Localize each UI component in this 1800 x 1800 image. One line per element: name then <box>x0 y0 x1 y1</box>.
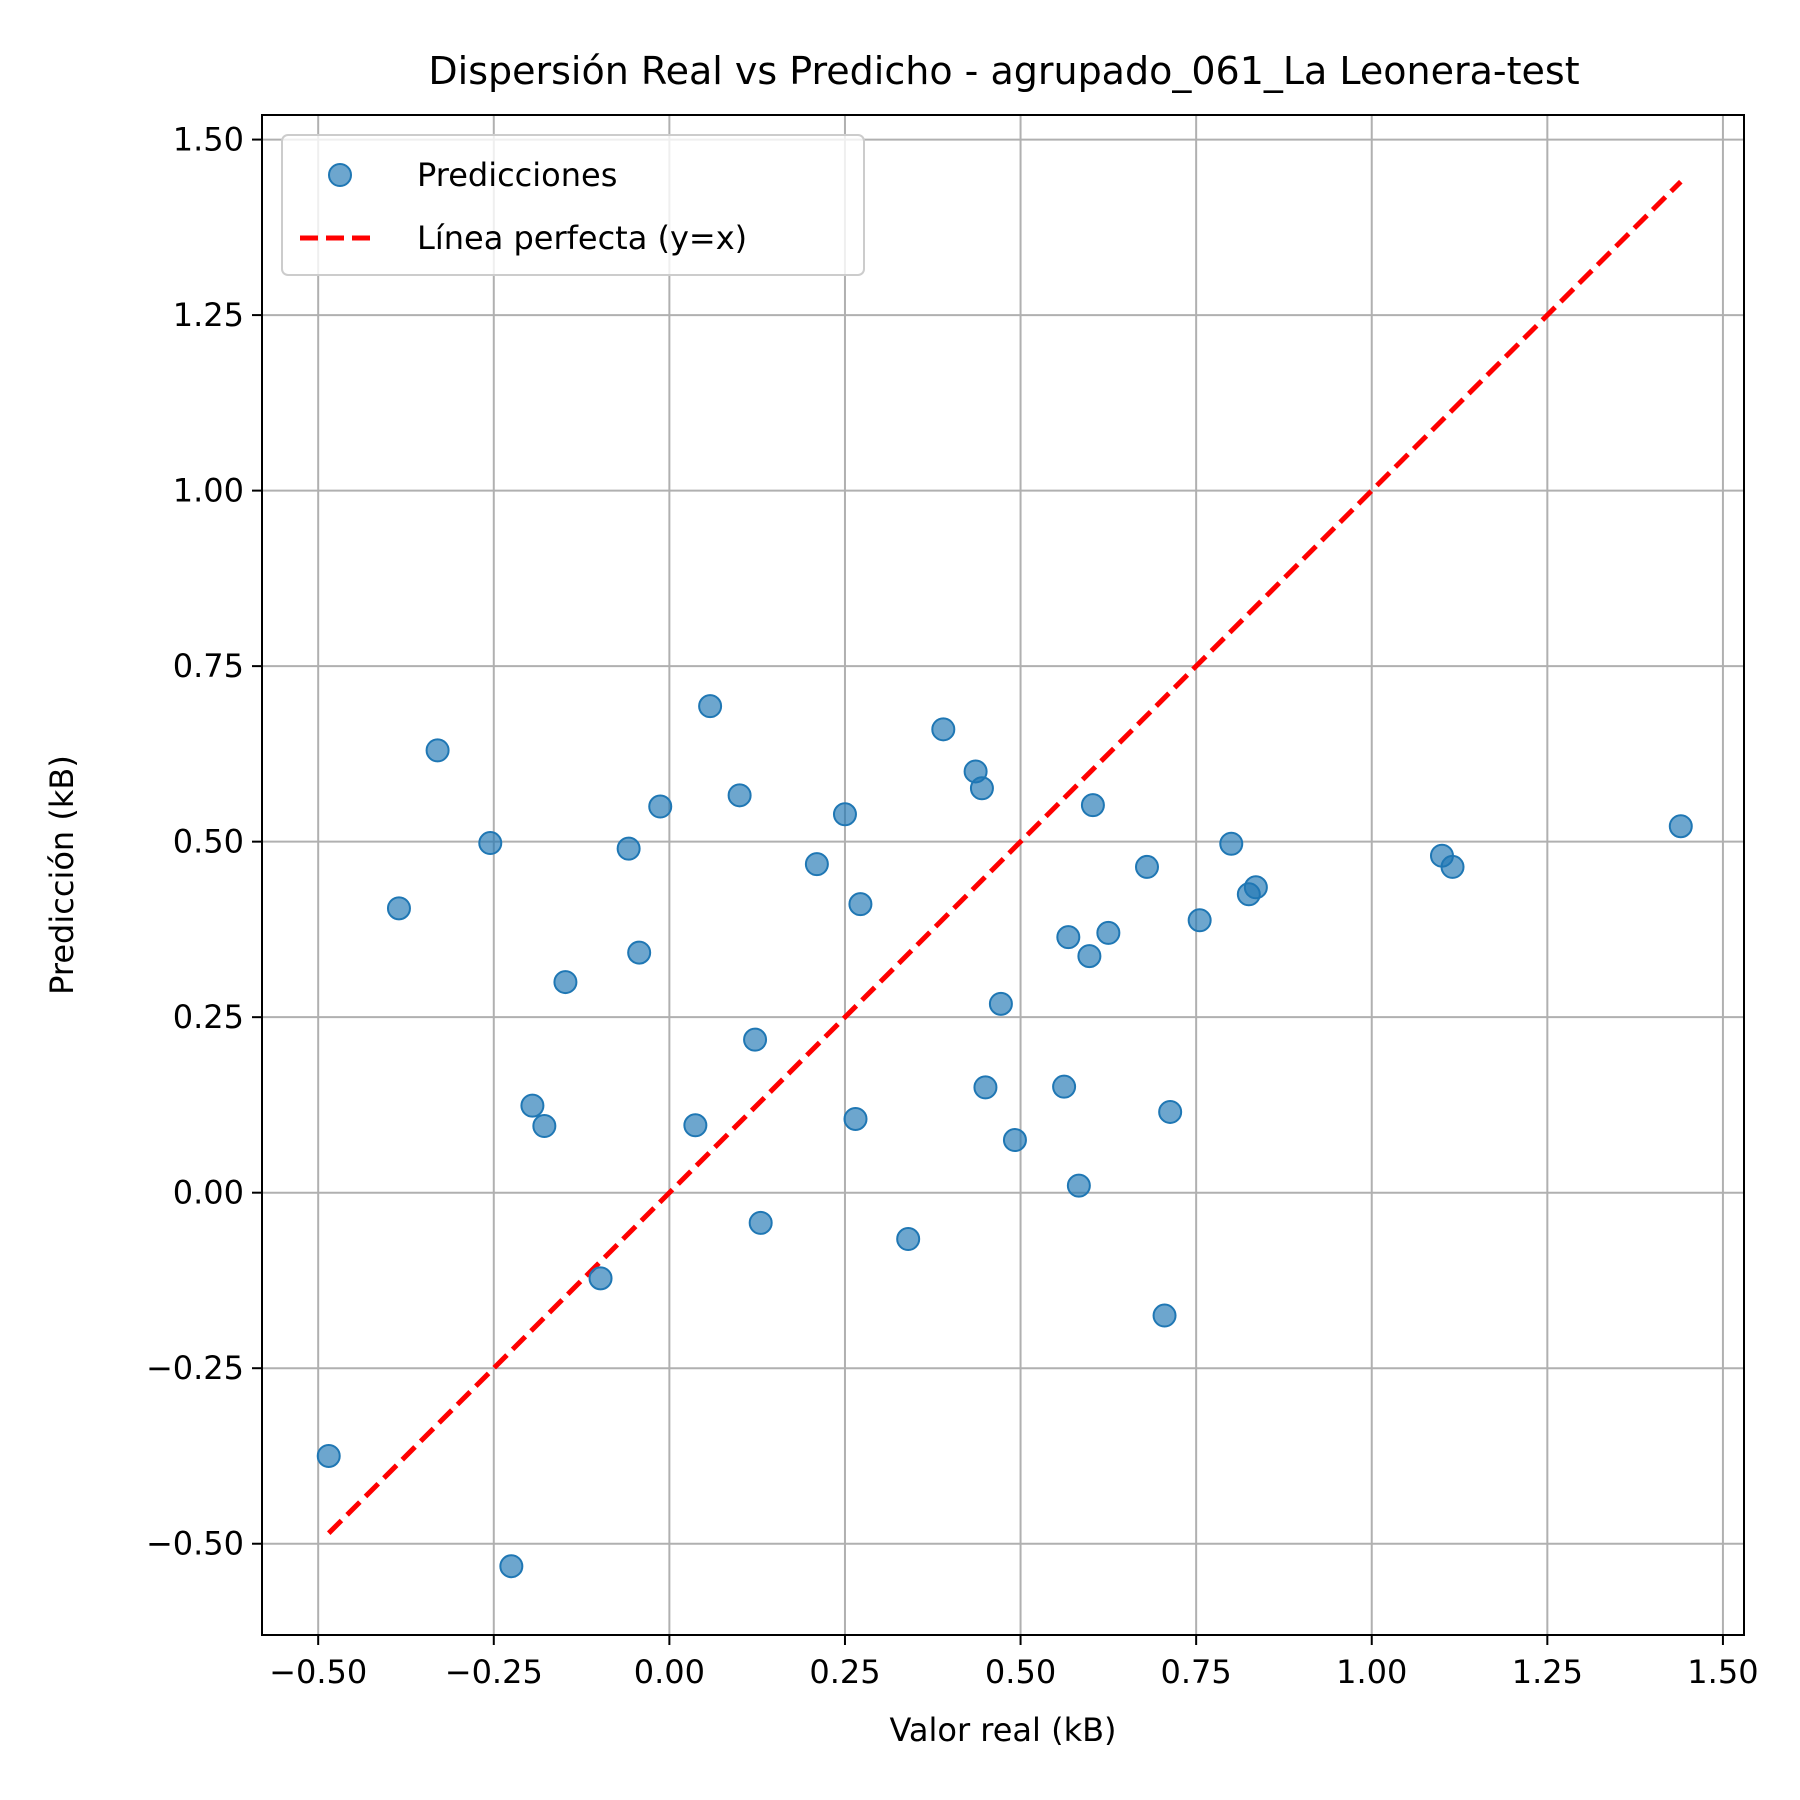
scatter-point <box>1052 1074 1077 1099</box>
y-tick-label: 1.50 <box>173 121 244 159</box>
legend: Predicciones Línea perfecta (y=x) <box>281 134 865 276</box>
scatter-point <box>1002 1128 1027 1153</box>
scatter-point <box>804 852 829 877</box>
scatter-point <box>425 738 450 763</box>
chart-title: Dispersión Real vs Predicho - agrupado_0… <box>428 49 1579 93</box>
scatter-point <box>478 831 503 856</box>
scatter-point <box>616 836 641 861</box>
scatter-point <box>1219 831 1244 856</box>
y-tick-label: −0.25 <box>146 1349 244 1387</box>
scatter-point <box>727 783 752 808</box>
y-tick-label: 0.50 <box>173 823 244 861</box>
y-tick-label: 1.00 <box>173 472 244 510</box>
scatter-point <box>553 970 578 995</box>
scatter-point <box>1080 793 1105 818</box>
scatter-point <box>896 1227 921 1252</box>
x-tick-label: 1.00 <box>1336 1653 1407 1691</box>
y-tick-label: 0.25 <box>173 998 244 1036</box>
x-tick-label: 1.25 <box>1512 1653 1583 1691</box>
scatter-point <box>1066 1173 1091 1198</box>
scatter-point <box>931 717 956 742</box>
x-tick-label: 0.75 <box>1161 1653 1232 1691</box>
scatter-point <box>588 1266 613 1291</box>
x-tick-label: 0.25 <box>809 1653 880 1691</box>
x-tick-label: 0.50 <box>985 1653 1056 1691</box>
scatter-point <box>627 940 652 965</box>
y-tick-label: 0.75 <box>173 647 244 685</box>
perfect-fit-line <box>326 179 1683 1535</box>
y-axis-label: Predicción (kB) <box>43 755 81 995</box>
scatter-point <box>1187 908 1212 933</box>
scatter-point <box>683 1113 708 1138</box>
scatter-point <box>1668 814 1693 839</box>
scatter-point <box>1096 920 1121 945</box>
y-tick-label: −0.50 <box>146 1525 244 1563</box>
scatter-point <box>698 694 723 719</box>
x-tick-label: 0.00 <box>634 1653 705 1691</box>
scatter-point <box>386 896 411 921</box>
scatter-point <box>832 802 857 827</box>
scatter-point <box>743 1027 768 1052</box>
y-tick-label: 1.25 <box>173 296 244 334</box>
legend-marker-predicciones <box>328 163 352 187</box>
x-axis-ticks: −0.50 −0.25 0.00 0.25 0.50 0.75 1.00 1.25 1.50 <box>269 1635 1759 1691</box>
scatter-point <box>1440 854 1465 879</box>
scatter-point <box>1243 875 1268 900</box>
scatter-point <box>532 1113 557 1138</box>
scatter-point <box>1077 944 1102 969</box>
x-axis-label: Valor real (kB) <box>889 1711 1116 1749</box>
perfect-line-group <box>326 179 1683 1535</box>
scatter-point <box>1152 1303 1177 1328</box>
x-tick-label: −0.25 <box>445 1653 543 1691</box>
scatter-point <box>1158 1099 1183 1124</box>
scatter-point <box>520 1093 545 1118</box>
x-tick-label: −0.50 <box>269 1653 367 1691</box>
scatter-point <box>843 1106 868 1131</box>
plot-frame <box>261 114 1745 1636</box>
scatter-point <box>973 1075 998 1100</box>
x-tick-label: 1.50 <box>1687 1653 1758 1691</box>
legend-label-linea-perfecta: Línea perfecta (y=x) <box>417 219 747 257</box>
scatter-point <box>648 794 673 819</box>
scatter-point <box>316 1443 341 1468</box>
scatter-point <box>988 991 1013 1016</box>
scatter-point <box>969 776 994 801</box>
y-axis-ticks: −0.50 −0.25 0.00 0.25 0.50 0.75 1.00 1.25 1.50 <box>146 121 262 1563</box>
scatter-point <box>748 1210 773 1235</box>
scatter-points <box>316 694 1693 1579</box>
scatter-point <box>499 1554 524 1579</box>
scatter-point <box>1056 925 1081 950</box>
scatter-point <box>848 892 873 917</box>
grid-lines <box>262 115 1744 1635</box>
y-tick-label: 0.00 <box>173 1174 244 1212</box>
scatter-point <box>1134 854 1159 879</box>
legend-box <box>281 134 865 276</box>
legend-label-predicciones: Predicciones <box>417 156 617 194</box>
